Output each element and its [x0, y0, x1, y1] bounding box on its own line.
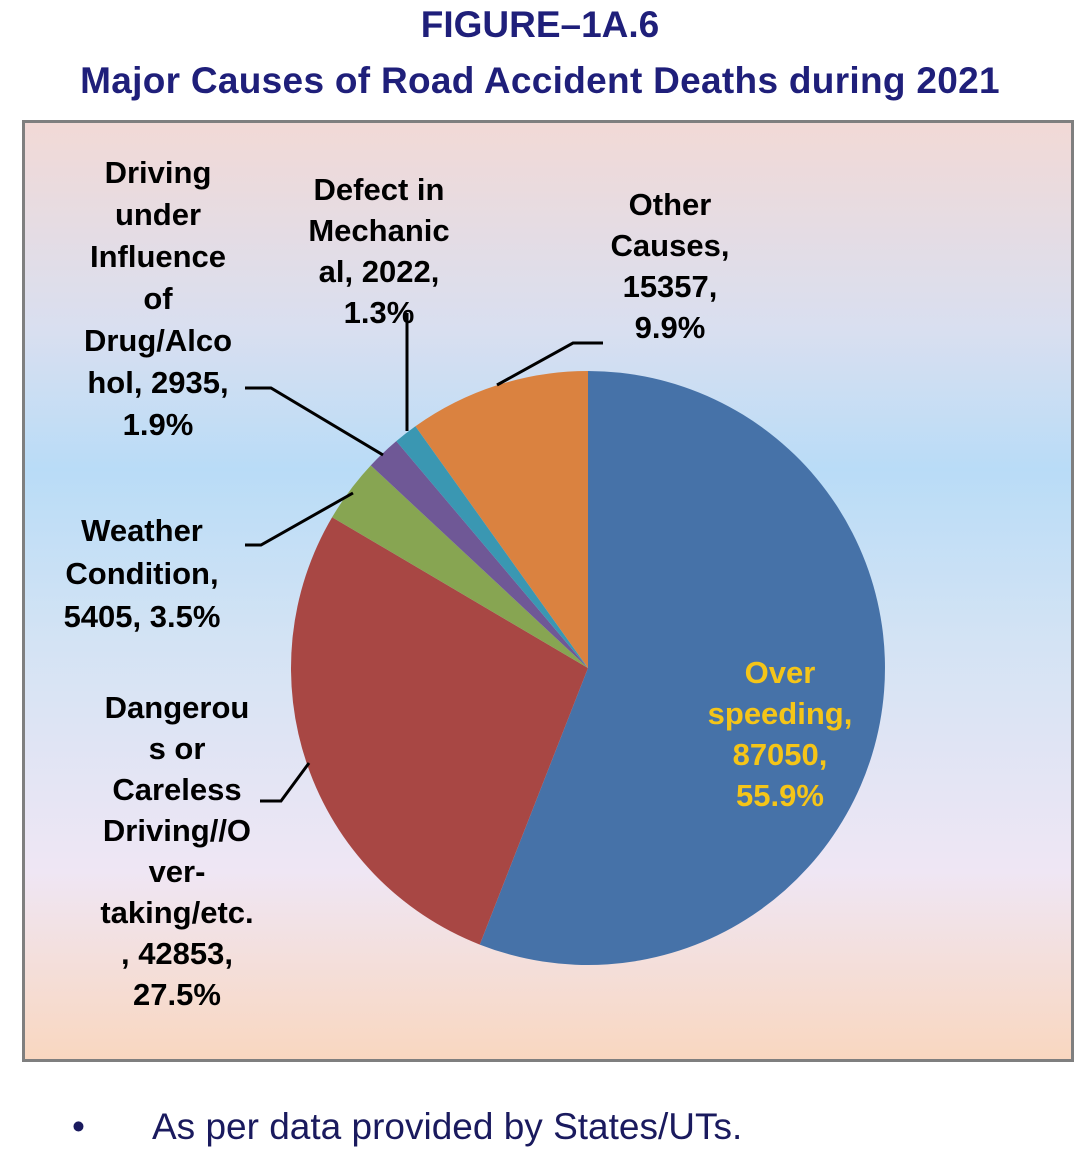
- data-label-line: 1.3%: [344, 295, 415, 330]
- data-label-line: Careless: [112, 772, 241, 807]
- data-label-line: Causes,: [611, 228, 730, 263]
- data-label-line: 9.9%: [635, 310, 706, 345]
- data-label-line: ver-: [149, 854, 206, 889]
- data-label-line: Dangerou: [105, 690, 250, 725]
- data-label-line: 5405, 3.5%: [64, 599, 221, 634]
- data-label: Other Causes, 15357, 9.9%: [611, 187, 730, 345]
- bullet-icon: •: [72, 1106, 85, 1147]
- data-label-line: 15357,: [623, 269, 718, 304]
- data-label-line: Over: [745, 655, 816, 690]
- pie-slice: [370, 441, 588, 668]
- data-label-line: Defect in: [314, 172, 445, 207]
- data-label-line: of: [143, 281, 173, 316]
- pie-chart: Over speeding, 87050, 55.9% Dangerou s or Care…: [64, 155, 885, 1012]
- leader-line: [496, 341, 603, 387]
- footnote-text: As per data provided by States/UTs.: [152, 1106, 743, 1147]
- pie-slice: [332, 465, 588, 668]
- data-label: Driving under Influence of Drug/Alco hol, 293…: [84, 155, 232, 442]
- pie-slice: [415, 371, 588, 668]
- data-label: Weather Condition, 5405, 3.5%: [64, 513, 221, 634]
- data-label-line: 1.9%: [123, 407, 194, 442]
- pie-slice: [479, 371, 885, 965]
- data-label: Dangerou s or Careless Driving//O ver-taking…: [100, 690, 253, 1012]
- data-label-line: Drug/Alco: [84, 323, 232, 358]
- data-label-line: Other: [629, 187, 712, 222]
- data-label-line: Influence: [90, 239, 226, 274]
- leader-line: [260, 762, 311, 803]
- data-label-line: , 42853,: [121, 936, 233, 971]
- data-label-line: under: [115, 197, 201, 232]
- figure-label: FIGURE–1A.6: [420, 4, 660, 45]
- data-label-line: Mechanic: [308, 213, 449, 248]
- pie-slice: [290, 517, 588, 945]
- data-label-line: Driving//O: [103, 813, 251, 848]
- data-label-line: 87050,: [733, 737, 828, 772]
- data-label-line: Driving: [105, 155, 212, 190]
- leader-line: [245, 491, 354, 547]
- data-label-line: taking/etc.: [100, 895, 253, 930]
- leader-line: [245, 386, 384, 457]
- pie-slice: [396, 426, 588, 668]
- data-label-line: speeding,: [708, 696, 853, 731]
- data-label-line: hol, 2935,: [87, 365, 228, 400]
- data-label-line: s or: [149, 731, 206, 766]
- data-label-line: 27.5%: [133, 977, 221, 1012]
- data-label: Over speeding, 87050, 55.9%: [708, 655, 853, 813]
- chart-title: Major Causes of Road Accident Deaths dur…: [80, 60, 1000, 101]
- data-label-line: Weather: [81, 513, 203, 548]
- data-label-line: 55.9%: [736, 778, 824, 813]
- data-label-line: Condition,: [65, 556, 218, 591]
- data-label: Defect in Mechanic al, 2022, 1.3%: [308, 172, 449, 330]
- data-label-line: al, 2022,: [319, 254, 440, 289]
- chart-area: Over speeding, 87050, 55.9% Dangerou s or Care…: [22, 120, 1074, 1062]
- footnote: • As per data provided by States/UTs.: [72, 1106, 742, 1148]
